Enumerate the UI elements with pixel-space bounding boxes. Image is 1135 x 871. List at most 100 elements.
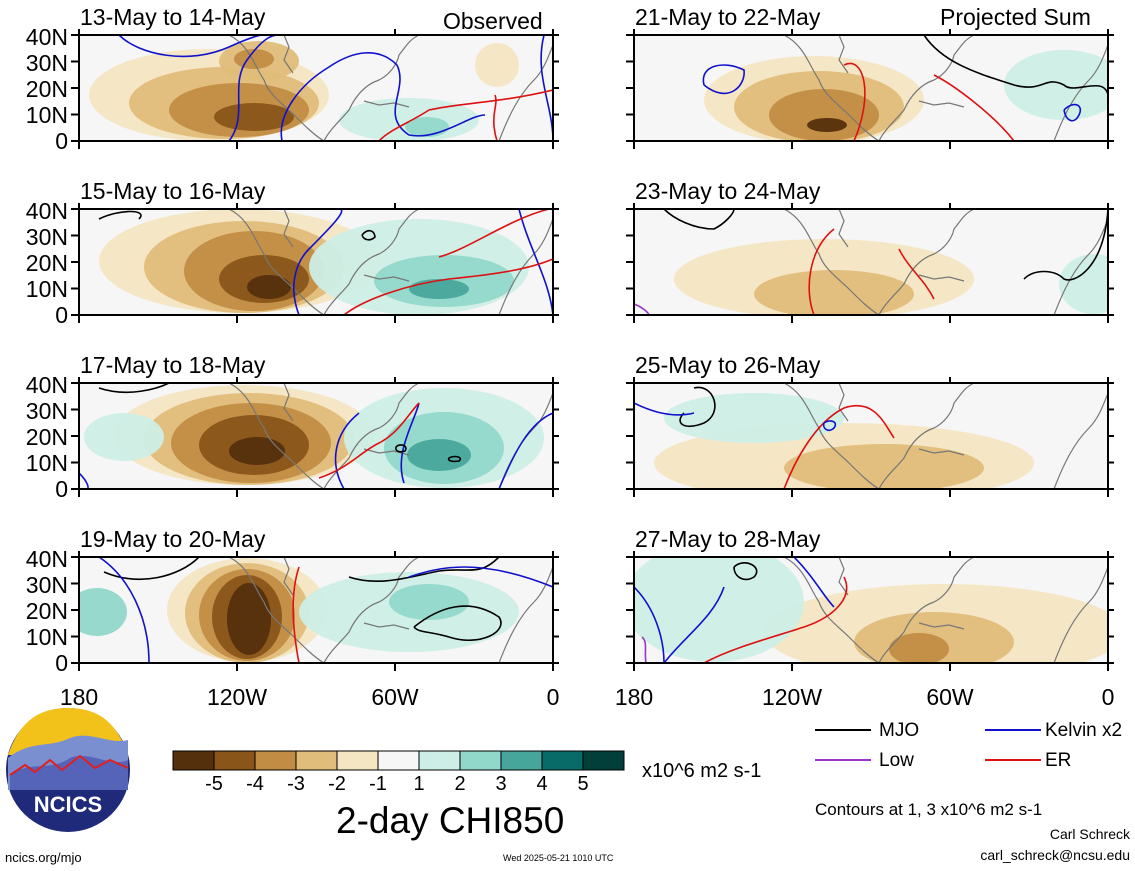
coastline-2 <box>838 383 849 422</box>
map-panel-7 <box>626 551 1114 671</box>
logo-red-line <box>9 754 129 776</box>
map-panel-2 <box>71 377 559 497</box>
y-tick-40n: 40N <box>25 198 68 224</box>
y-tick-0: 0 <box>55 302 68 328</box>
y-tick-10n: 10N <box>25 624 68 650</box>
panel-title-27-may: 27-May to 28-May <box>635 526 821 552</box>
coastline-0 <box>783 35 880 141</box>
contour-k-2 <box>733 562 758 581</box>
contour-b-4 <box>1063 103 1082 122</box>
coastline-1 <box>323 557 420 663</box>
coastline-2 <box>283 383 294 422</box>
contour-r-2 <box>843 62 866 141</box>
contour-k-3 <box>1023 209 1108 281</box>
coastline-4 <box>363 448 410 456</box>
coastline-1 <box>878 557 975 663</box>
panel-field-3 <box>79 557 553 663</box>
contour-b-7 <box>498 412 553 489</box>
panel-field-2 <box>79 383 553 489</box>
shading-blob-4 <box>229 437 285 465</box>
author-name: Carl Schreck <box>1049 826 1130 842</box>
colorbar-label-1: 1 <box>413 773 425 795</box>
y-tick-0: 0 <box>55 650 68 676</box>
x-tick-60w: 60W <box>371 684 419 710</box>
contour-r-3 <box>703 576 848 663</box>
contour-k-0 <box>923 35 1108 96</box>
contour-b-1 <box>702 64 745 95</box>
colorbar-label-5: 5 <box>577 773 589 795</box>
shading-blob-3 <box>807 118 847 132</box>
contour-r-3 <box>933 74 1015 141</box>
x-tick-60w: 60W <box>926 684 974 710</box>
y-tick-0: 0 <box>55 476 68 502</box>
shading-blob-2 <box>769 89 879 141</box>
contour-b-4 <box>793 557 835 608</box>
contour-p-5 <box>641 636 647 663</box>
colorbar-swatch-8 <box>500 750 543 771</box>
contour-r-5 <box>378 89 553 141</box>
map-panel-3 <box>71 551 559 671</box>
x-tick-0: 0 <box>1101 684 1115 710</box>
colorbar-units: x10^6 m2 s-1 <box>642 760 762 782</box>
y-tick-10n: 10N <box>25 102 68 128</box>
colorbar-label-m2: -2 <box>328 773 346 795</box>
coastline-0 <box>228 557 325 663</box>
coastline-1 <box>878 209 975 315</box>
legend-label-mjo: MJO <box>879 720 920 741</box>
y-tick-10n: 10N <box>25 276 68 302</box>
colorbar-label-m1: -1 <box>369 773 387 795</box>
panel-field-6 <box>634 383 1108 489</box>
shading-blob-8 <box>407 439 471 471</box>
colorbar-swatch-7 <box>459 750 502 771</box>
coastline-1 <box>323 209 420 315</box>
panel-title-21-may: 21-May to 22-May <box>635 4 821 30</box>
contour-b-2 <box>280 52 398 141</box>
y-tick-30n: 30N <box>25 398 68 424</box>
contour-k-6 <box>447 455 462 463</box>
timestamp: Wed 2025-05-21 1010 UTC <box>503 853 614 863</box>
contour-r-2 <box>783 405 895 489</box>
map-panel-5 <box>626 203 1114 323</box>
shading-blob-5 <box>84 413 164 461</box>
contour-k-0 <box>98 383 170 394</box>
shading-blob-3 <box>634 557 804 662</box>
coastline-2 <box>838 35 849 74</box>
contour-r-2 <box>292 566 300 663</box>
y-tick-40n: 40N <box>25 546 68 572</box>
colorbar-label-2: 2 <box>454 773 466 795</box>
ncics-logo: NCICS <box>6 708 130 832</box>
shading-blob-2 <box>889 633 949 663</box>
coastline-1 <box>323 35 420 141</box>
contour-b-1 <box>98 557 150 663</box>
contour-note: Contours at 1, 3 x10^6 m2 s-1 <box>815 800 1043 819</box>
panel-title-19-may: 19-May to 20-May <box>80 526 266 552</box>
colorbar-swatch-4 <box>336 750 379 771</box>
colorbar-label-3: 3 <box>495 773 507 795</box>
coastline-3 <box>498 566 553 663</box>
panel-field-1 <box>79 209 553 315</box>
coastline-0 <box>783 557 880 663</box>
contour-b-1 <box>228 35 280 141</box>
contour-r-6 <box>493 94 498 141</box>
contour-k-4 <box>413 605 502 641</box>
y-tick-20n: 20N <box>25 598 68 624</box>
contour-r-4 <box>438 209 550 258</box>
colorbar-swatch-10 <box>582 750 625 771</box>
coastline-3 <box>1053 218 1108 315</box>
coastline-4 <box>918 448 965 456</box>
y-tick-40n: 40N <box>25 372 68 398</box>
shading-blob-1 <box>784 444 984 489</box>
projected-sum-header: Projected Sum <box>940 4 1091 30</box>
x-tick-180: 180 <box>614 684 654 710</box>
coastline-4 <box>363 622 410 630</box>
legend-label-kelvin: Kelvin x2 <box>1045 720 1123 741</box>
contour-k-0 <box>103 557 200 580</box>
map-panel-4 <box>626 29 1114 149</box>
legend-label-er: ER <box>1045 750 1072 771</box>
author-email: carl_schreck@ncsu.edu <box>980 847 1130 863</box>
shading-blob-3 <box>214 103 294 131</box>
contour-k-5 <box>361 229 376 241</box>
coastline-0 <box>228 209 325 315</box>
legend-label-low: Low <box>879 750 914 771</box>
